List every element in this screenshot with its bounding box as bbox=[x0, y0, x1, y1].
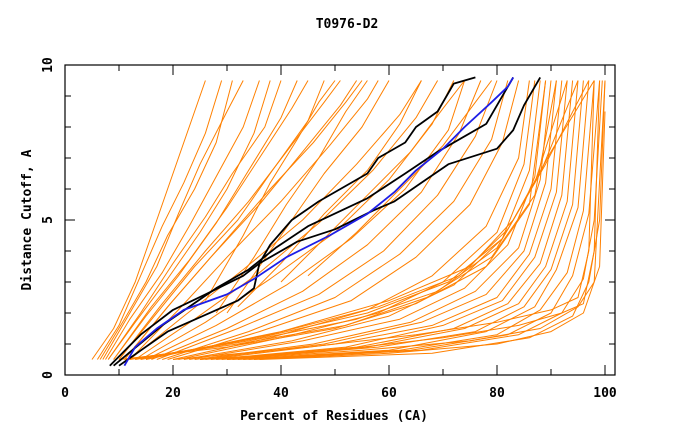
series-line-model-group-dense-21 bbox=[140, 80, 590, 360]
series-line-model-group-steep-1 bbox=[91, 80, 206, 360]
series-line-model-group-dense-16 bbox=[259, 80, 606, 360]
series-line-model-group-dense-17 bbox=[118, 80, 547, 360]
series-line-highlight-model-3 bbox=[118, 76, 541, 367]
series-line-model-group-steep-5 bbox=[105, 80, 260, 360]
series-line-model-group-dense-14 bbox=[243, 80, 601, 360]
series-line-model-group-high-2 bbox=[237, 80, 422, 308]
series-line-highlight-model-2 bbox=[113, 76, 514, 367]
series-line-model-group-steep-13 bbox=[124, 80, 363, 360]
y-tick-labels: 0 5 10 bbox=[41, 57, 56, 379]
x-tick-label: 40 bbox=[273, 386, 289, 401]
series-line-model-group-dense-5 bbox=[194, 80, 552, 360]
series-line-model-group-mid-4 bbox=[145, 80, 466, 360]
series-layer bbox=[91, 76, 606, 367]
series-line-model-group-low-4 bbox=[253, 111, 606, 360]
series-line-model-group-high-6 bbox=[204, 80, 336, 301]
x-tick-label: 100 bbox=[593, 386, 617, 401]
series-line-model-group-dense-8 bbox=[210, 80, 568, 360]
series-line-model-group-dense-11 bbox=[226, 80, 584, 360]
y-axis-label: Distance Cutoff, A bbox=[20, 149, 35, 290]
x-tick-labels: 0 20 40 60 80 100 bbox=[61, 386, 617, 401]
series-line-model-group-low-2 bbox=[199, 80, 601, 360]
x-tick-label: 20 bbox=[165, 386, 181, 401]
series-line-model-group-steep-7 bbox=[107, 80, 282, 360]
series-line-model-group-dense-4 bbox=[189, 80, 547, 360]
series-line-model-group-steep-3 bbox=[99, 80, 233, 360]
series-line-model-group-steep-4 bbox=[102, 80, 244, 360]
x-tick-label: 60 bbox=[381, 386, 397, 401]
series-line-model-group-dense-6 bbox=[199, 80, 557, 360]
series-line-model-group-steep-11 bbox=[118, 80, 341, 360]
series-line-model-group-high-5 bbox=[307, 80, 493, 277]
series-line-model-group-mid-1 bbox=[129, 80, 422, 360]
series-line-model-group-high-3 bbox=[215, 80, 368, 314]
series-line-model-group-low-1 bbox=[172, 80, 595, 360]
series-line-model-group-steep-14 bbox=[129, 80, 379, 360]
series-line-model-group-steep-6 bbox=[107, 80, 271, 360]
chart-title: T0976-D2 bbox=[316, 17, 379, 32]
series-line-model-group-high-1 bbox=[226, 80, 390, 314]
x-tick-label: 80 bbox=[489, 386, 505, 401]
series-line-model-group-steep-2 bbox=[96, 80, 223, 360]
series-line-model-group-mid-7 bbox=[162, 80, 509, 360]
series-line-reference bbox=[123, 76, 514, 367]
series-line-model-group-dense-13 bbox=[237, 80, 595, 360]
series-line-model-group-dense-1 bbox=[172, 80, 530, 360]
series-line-highlight-model-1 bbox=[109, 76, 476, 367]
series-line-model-group-dense-22 bbox=[145, 80, 595, 360]
series-line-model-group-steep-9 bbox=[113, 80, 309, 360]
series-line-model-group-high-4 bbox=[280, 80, 465, 283]
series-line-model-group-steep-8 bbox=[113, 80, 298, 360]
series-line-model-group-dense-10 bbox=[221, 80, 579, 360]
x-tick-label: 0 bbox=[61, 386, 69, 401]
series-line-model-group-dense-3 bbox=[183, 80, 541, 360]
series-line-model-group-mid-6 bbox=[156, 80, 498, 360]
axes-layer bbox=[64, 64, 616, 376]
series-line-model-group-mid-3 bbox=[140, 80, 455, 360]
y-tick-label: 10 bbox=[41, 57, 56, 73]
series-line-model-group-dense-18 bbox=[124, 80, 557, 360]
series-line-model-group-dense-9 bbox=[216, 80, 574, 360]
x-axis-label: Percent of Residues (CA) bbox=[240, 409, 428, 424]
y-tick-label: 5 bbox=[41, 216, 56, 224]
series-line-model-group-dense-12 bbox=[232, 80, 590, 360]
y-tick-label: 0 bbox=[41, 371, 56, 379]
